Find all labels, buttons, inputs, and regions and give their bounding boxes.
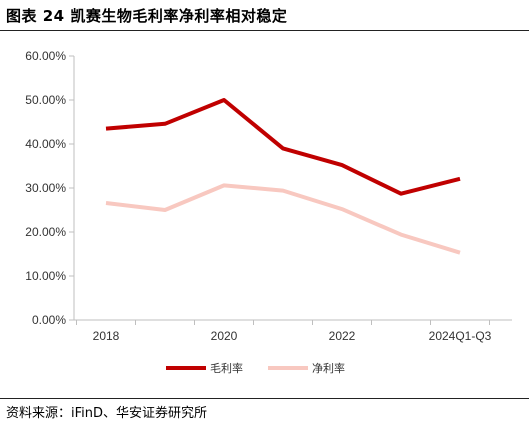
x-tick-label: 2022 [329,329,356,343]
series-line-net-margin [105,183,461,255]
y-tick-label: 50.00% [25,93,66,107]
chart-axes: 0.00% 10.00% 20.00% 30.00% 40.00% 50.00% 60.00… [25,49,512,343]
legend-label: 净利率 [312,361,345,375]
y-tick-label: 20.00% [25,225,66,239]
title-divider [0,30,529,31]
y-tick-label: 10.00% [25,269,66,283]
figure-title: 图表 24 凯赛生物毛利率净利率相对稳定 [6,7,288,25]
y-tick-label: 60.00% [25,49,66,63]
legend-label: 毛利率 [210,361,243,375]
y-tick-label: 40.00% [25,137,66,151]
x-tick-label: 2018 [93,329,120,343]
chart-series [105,98,461,255]
chart-legend: 毛利率 净利率 [166,361,345,375]
source-note: 资料来源：iFinD、华安证券研究所 [6,406,208,421]
y-tick-label: 0.00% [32,313,66,327]
y-tick-label: 30.00% [25,181,66,195]
x-tick-label: 2020 [211,329,238,343]
x-tick-label: 2024Q1-Q3 [429,329,492,343]
source-divider [0,398,529,399]
series-line-gross-margin [105,98,461,196]
